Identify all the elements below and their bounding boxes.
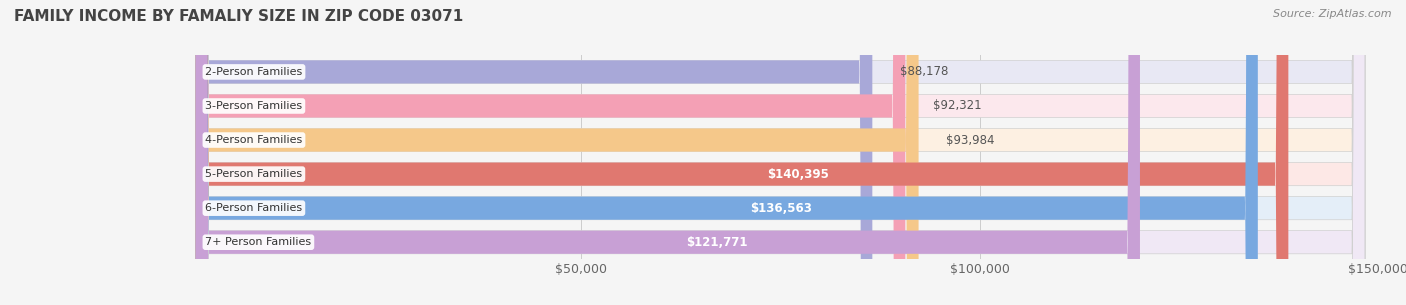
Text: 3-Person Families: 3-Person Families [205,101,302,111]
FancyBboxPatch shape [195,0,1365,305]
FancyBboxPatch shape [195,0,1365,305]
Text: FAMILY INCOME BY FAMALIY SIZE IN ZIP CODE 03071: FAMILY INCOME BY FAMALIY SIZE IN ZIP COD… [14,9,464,24]
Text: $88,178: $88,178 [900,66,948,78]
Text: $93,984: $93,984 [946,134,994,146]
Text: $136,563: $136,563 [751,202,813,215]
FancyBboxPatch shape [195,0,918,305]
FancyBboxPatch shape [195,0,872,305]
Text: 7+ Person Families: 7+ Person Families [205,237,312,247]
Text: $140,395: $140,395 [768,168,830,181]
FancyBboxPatch shape [195,0,1365,305]
FancyBboxPatch shape [195,0,1288,305]
FancyBboxPatch shape [195,0,1258,305]
FancyBboxPatch shape [195,0,1365,305]
FancyBboxPatch shape [195,0,1365,305]
Text: 4-Person Families: 4-Person Families [205,135,302,145]
FancyBboxPatch shape [195,0,1365,305]
Text: $121,771: $121,771 [686,236,747,249]
Text: $92,321: $92,321 [932,99,981,113]
Text: 6-Person Families: 6-Person Families [205,203,302,213]
Text: 5-Person Families: 5-Person Families [205,169,302,179]
Text: Source: ZipAtlas.com: Source: ZipAtlas.com [1274,9,1392,19]
FancyBboxPatch shape [195,0,905,305]
FancyBboxPatch shape [195,0,1140,305]
Text: 2-Person Families: 2-Person Families [205,67,302,77]
